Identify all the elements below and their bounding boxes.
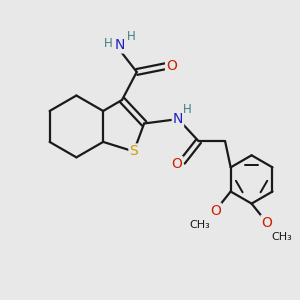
Text: O: O xyxy=(210,204,221,218)
Text: N: N xyxy=(173,112,183,126)
Text: O: O xyxy=(172,157,182,171)
Text: H: H xyxy=(103,38,112,50)
Text: H: H xyxy=(127,29,135,43)
Text: H: H xyxy=(182,103,191,116)
Text: CH₃: CH₃ xyxy=(190,220,210,230)
Text: CH₃: CH₃ xyxy=(272,232,292,242)
Text: S: S xyxy=(129,145,138,158)
Text: N: N xyxy=(115,38,125,52)
Text: O: O xyxy=(166,59,177,73)
Text: O: O xyxy=(262,216,272,230)
